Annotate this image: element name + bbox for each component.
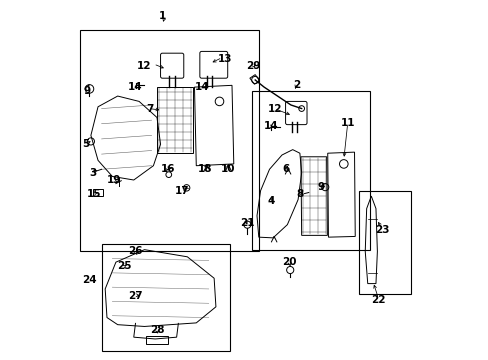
- Text: 23: 23: [374, 225, 388, 235]
- Text: 28: 28: [149, 325, 164, 335]
- Text: 16: 16: [160, 164, 175, 174]
- Text: 14: 14: [264, 121, 278, 131]
- Text: 27: 27: [128, 291, 142, 301]
- Text: 26: 26: [128, 247, 142, 256]
- Text: 12: 12: [137, 61, 151, 71]
- Text: 12: 12: [267, 104, 282, 113]
- Text: 17: 17: [174, 186, 189, 196]
- Text: 29: 29: [246, 61, 260, 71]
- Text: 22: 22: [370, 295, 385, 305]
- Text: 25: 25: [117, 261, 132, 271]
- Bar: [102, 244, 230, 351]
- Text: 2: 2: [292, 80, 299, 90]
- Text: 11: 11: [340, 118, 355, 128]
- Bar: [251, 91, 369, 249]
- Text: 21: 21: [240, 218, 254, 228]
- Text: 24: 24: [81, 275, 96, 285]
- Text: 4: 4: [267, 197, 274, 206]
- Text: 5: 5: [82, 139, 89, 149]
- Text: 14: 14: [128, 82, 142, 92]
- Text: 7: 7: [146, 104, 153, 113]
- Bar: [358, 191, 410, 294]
- Text: 20: 20: [281, 257, 296, 267]
- Text: 10: 10: [221, 164, 235, 174]
- Text: 18: 18: [198, 164, 212, 174]
- Bar: [93, 189, 103, 196]
- Text: 13: 13: [217, 54, 232, 64]
- Text: 9: 9: [83, 86, 91, 96]
- Bar: [146, 337, 167, 344]
- Text: 14: 14: [194, 82, 208, 92]
- Bar: [80, 30, 258, 251]
- Text: 9: 9: [317, 182, 324, 192]
- Text: 6: 6: [282, 164, 288, 174]
- Text: 15: 15: [87, 189, 102, 199]
- Text: 19: 19: [107, 175, 121, 185]
- Text: 8: 8: [296, 189, 303, 199]
- Text: 3: 3: [89, 168, 96, 178]
- Text: 1: 1: [159, 11, 165, 21]
